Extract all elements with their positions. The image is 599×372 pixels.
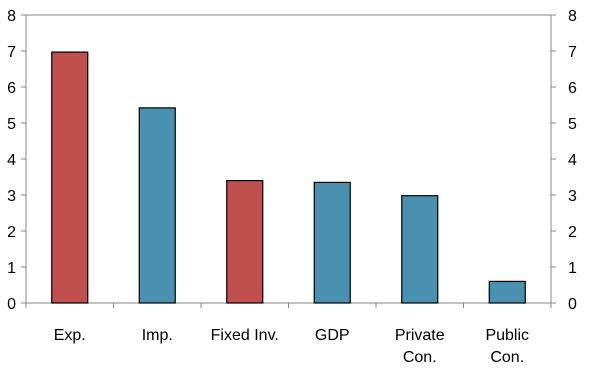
x-category-label: Fixed Inv. [211,327,279,344]
y-tick-label-right: 1 [568,260,577,277]
y-tick-label-left: 8 [7,8,16,25]
y-tick-label-right: 3 [568,188,577,205]
x-category-label: Imp. [142,327,173,344]
y-tick-label-left: 4 [7,152,16,169]
y-tick-label-left: 7 [7,44,16,61]
bar [313,181,351,304]
y-tick-label-right: 8 [568,8,577,25]
bar [488,280,526,304]
bar [226,180,264,304]
y-tick-label-right: 4 [568,152,577,169]
x-category-label: Private [395,327,445,344]
x-category-label: Con. [403,349,437,366]
plot-area-border [25,14,552,304]
chart-labels: 0 0 1 1 2 2 3 3 4 4 5 5 6 6 7 7 8 8 Exp. Imp. Fixed Inv. GDP P… [7,8,577,366]
x-category-label: Con. [490,349,524,366]
y-tick-label-right: 0 [568,296,577,313]
chart-axes [21,14,556,308]
bar [138,107,176,304]
bar [401,195,439,304]
y-tick-label-right: 6 [568,80,577,97]
x-category-label: GDP [315,327,350,344]
x-category-label: Exp. [54,327,86,344]
y-tick-label-left: 2 [7,224,16,241]
y-tick-label-right: 7 [568,44,577,61]
y-tick-label-right: 2 [568,224,577,241]
chart-bars [51,51,526,304]
y-tick-label-left: 5 [7,116,16,133]
bar [51,51,89,304]
y-tick-label-left: 0 [7,296,16,313]
y-tick-label-right: 5 [568,116,577,133]
y-tick-label-left: 6 [7,80,16,97]
y-tick-label-left: 3 [7,188,16,205]
y-tick-label-left: 1 [7,260,16,277]
x-category-label: Public [485,327,529,344]
